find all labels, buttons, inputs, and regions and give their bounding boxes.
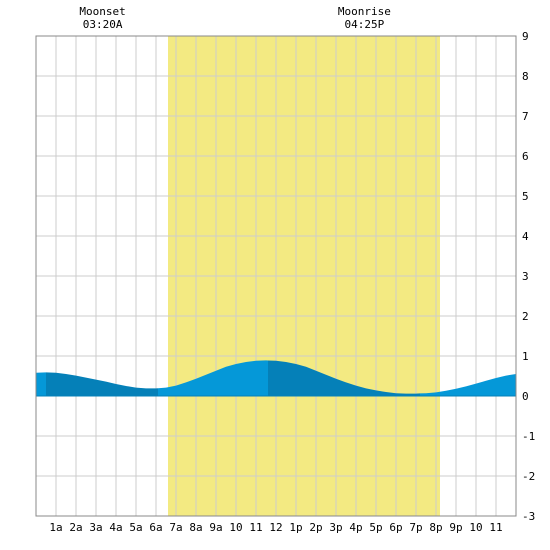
tide-area-segment — [46, 372, 158, 396]
plot-frame — [35, 35, 517, 517]
y-tick-label: -3 — [522, 510, 535, 523]
x-tick-label: 7p — [409, 521, 422, 534]
y-tick-label: 4 — [522, 230, 529, 243]
y-tick-label: 3 — [522, 270, 529, 283]
moon-event-time: 04:25P — [345, 18, 385, 31]
x-tick-label: 8p — [429, 521, 442, 534]
y-tick-label: -2 — [522, 470, 535, 483]
x-tick-label: 3a — [89, 521, 102, 534]
x-tick-label: 2a — [69, 521, 82, 534]
tide-area-segment — [158, 360, 268, 396]
x-tick-label: 8a — [189, 521, 202, 534]
x-tick-label: 7a — [169, 521, 182, 534]
tide-area-segment — [36, 372, 46, 396]
y-tick-label: 7 — [522, 110, 529, 123]
y-tick-label: 6 — [522, 150, 529, 163]
y-tick-label: -1 — [522, 430, 535, 443]
y-tick-label: 5 — [522, 190, 529, 203]
x-tick-label: 2p — [309, 521, 322, 534]
y-tick-label: 2 — [522, 310, 529, 323]
tide-area-segment — [420, 374, 516, 396]
x-tick-label: 6p — [389, 521, 402, 534]
x-tick-label: 3p — [329, 521, 342, 534]
x-tick-label: 4a — [109, 521, 122, 534]
x-tick-label: 1p — [289, 521, 302, 534]
x-tick-label: 10 — [229, 521, 242, 534]
x-tick-label: 1a — [49, 521, 62, 534]
x-tick-label: 5a — [129, 521, 142, 534]
x-tick-label: 4p — [349, 521, 362, 534]
x-tick-label: 12 — [269, 521, 282, 534]
x-tick-label: 9p — [449, 521, 462, 534]
moon-event-time: 03:20A — [83, 18, 123, 31]
x-tick-label: 11 — [249, 521, 262, 534]
y-tick-label: 9 — [522, 30, 529, 43]
y-tick-label: 8 — [522, 70, 529, 83]
tide-area-segment — [268, 360, 420, 396]
moon-event-label: Moonset — [79, 5, 125, 18]
x-tick-label: 11 — [489, 521, 502, 534]
x-tick-label: 6a — [149, 521, 162, 534]
x-tick-label: 5p — [369, 521, 382, 534]
x-tick-label: 10 — [469, 521, 482, 534]
moon-event-label: Moonrise — [338, 5, 391, 18]
x-tick-label: 9a — [209, 521, 222, 534]
y-tick-label: 1 — [522, 350, 529, 363]
y-tick-label: 0 — [522, 390, 529, 403]
